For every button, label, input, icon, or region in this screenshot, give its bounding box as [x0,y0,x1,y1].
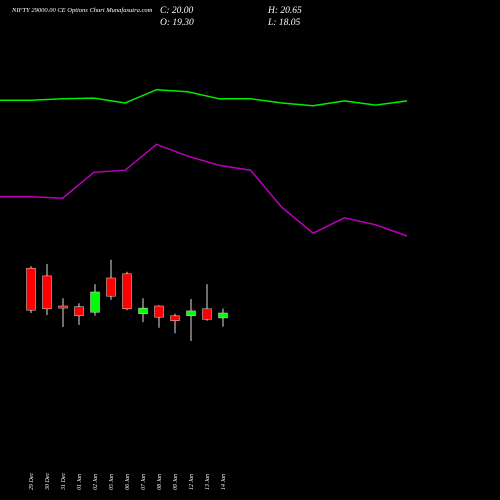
x-tick-label: 14 Jan [220,474,227,490]
candle-body [74,306,84,317]
close-label: C: 20.00 [160,6,194,16]
candle-body [170,315,180,321]
candle-body [122,273,132,310]
x-tick-label: 31 Dec [61,473,67,491]
high-label: H: 20.65 [267,6,302,16]
candle-body [154,305,164,318]
open-label: O: 19.30 [160,18,194,28]
candle-body [90,291,100,313]
x-tick-label: 01 Jan [77,474,83,490]
candle-body [218,312,228,319]
chart-title: NIFTY 29000.00 CE Options Chart Munafasu… [11,7,153,14]
candle-body [186,310,196,317]
indicator-line [0,143,408,237]
low-label: L: 18.05 [267,18,300,28]
x-tick-label: 09 Jan [173,474,179,490]
candle-body [26,267,36,311]
x-tick-label: 13 Jan [205,474,211,490]
x-tick-label: 05 Jan [109,474,115,490]
x-tick-label: 12 Jan [189,474,195,490]
x-tick-label: 08 Jan [157,474,163,490]
candle-body [138,307,148,314]
x-tick-label: 06 Jan [125,474,131,490]
candle-body [42,275,52,310]
x-tick-label: 02 Jan [93,474,99,490]
x-tick-label: 29 Dec [29,473,35,490]
indicator-line [0,88,408,107]
candle-body [202,308,212,320]
x-tick-label: 30 Dec [45,473,51,491]
x-tick-label: 07 Jan [141,474,147,490]
candle-body [58,305,68,309]
candle-body [106,277,116,297]
